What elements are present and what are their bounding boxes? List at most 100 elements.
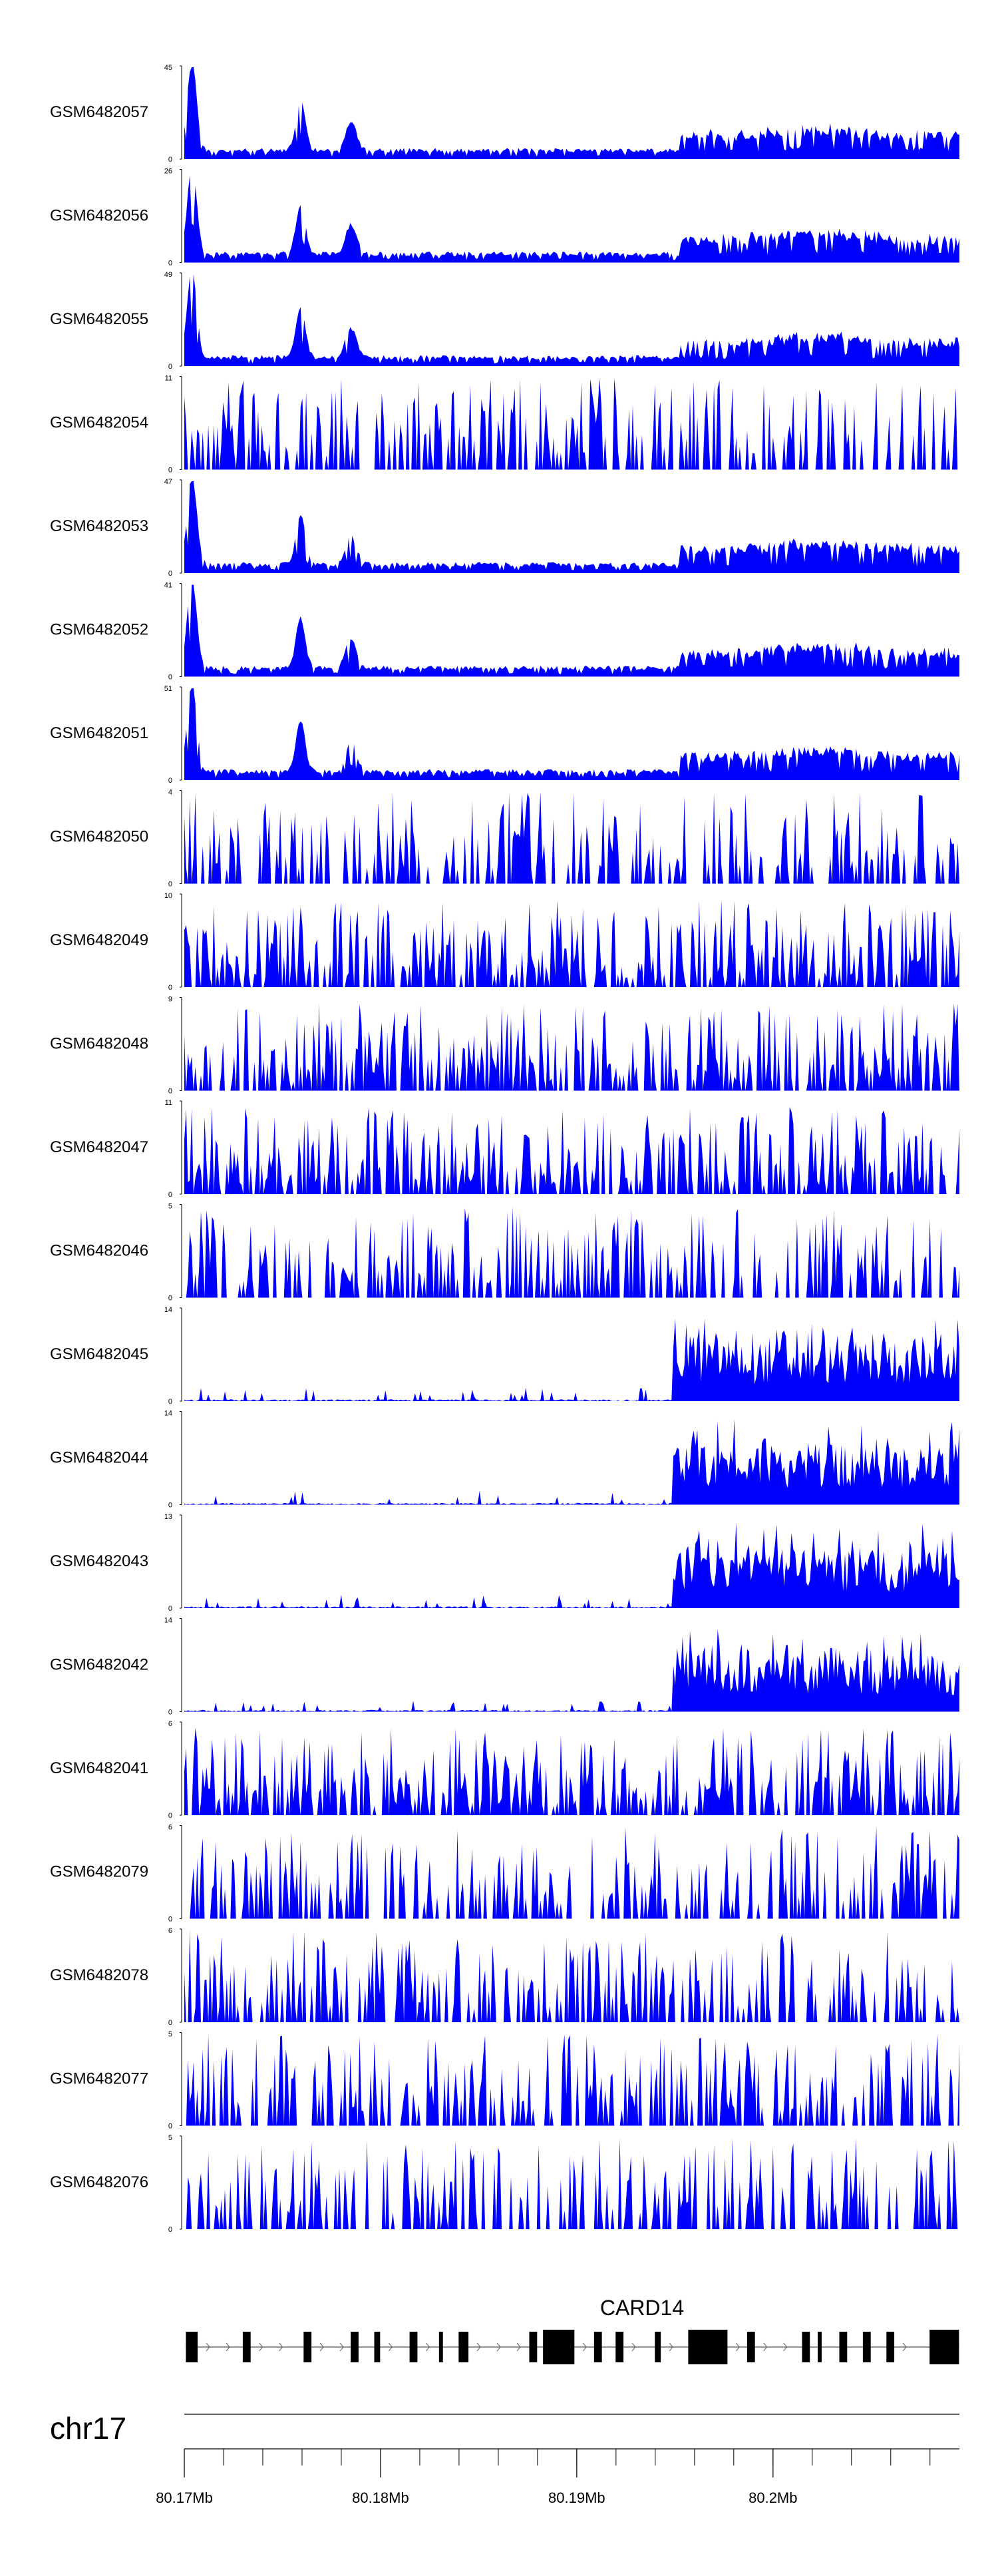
y-axis-min-label: 0 bbox=[168, 2019, 172, 2027]
y-axis-max-label: 51 bbox=[164, 685, 172, 693]
track-label: GSM6482077 bbox=[50, 2070, 148, 2088]
y-axis-min-label: 0 bbox=[168, 363, 172, 371]
gene-exon bbox=[303, 2332, 312, 2362]
gene-exon bbox=[438, 2332, 443, 2362]
strand-arrow bbox=[319, 2342, 324, 2352]
coverage-area bbox=[184, 1827, 959, 1919]
gene-exon bbox=[458, 2332, 469, 2362]
y-axis-max-label: 13 bbox=[164, 1513, 172, 1521]
y-axis-max-label: 26 bbox=[164, 168, 172, 176]
y-axis-max-label: 6 bbox=[168, 1927, 172, 1935]
track-GSM6482054: GSM6482054 11 0 bbox=[50, 375, 959, 475]
y-axis-min-label: 0 bbox=[168, 1398, 172, 1406]
gene-exon bbox=[593, 2332, 602, 2362]
coverage-area bbox=[184, 175, 959, 263]
track-label: GSM6482078 bbox=[50, 1966, 148, 1984]
track-GSM6482050: GSM6482050 4 0 bbox=[50, 789, 959, 889]
track-GSM6482076: GSM6482076 5 0 bbox=[50, 2134, 959, 2234]
track-GSM6482079: GSM6482079 6 0 bbox=[50, 1824, 959, 1924]
coverage-area bbox=[184, 1930, 959, 2022]
strand-arrow bbox=[388, 2342, 393, 2352]
gene-exon bbox=[818, 2332, 822, 2362]
track-GSM6482046: GSM6482046 5 0 bbox=[50, 1203, 959, 1303]
y-axis-max-label: 4 bbox=[168, 789, 172, 797]
gene-exon bbox=[242, 2332, 251, 2362]
gene-exon bbox=[862, 2332, 871, 2362]
coverage-area bbox=[184, 1418, 959, 1505]
track-label: GSM6482050 bbox=[50, 828, 148, 846]
gene-exon bbox=[839, 2332, 848, 2362]
y-axis-max-label: 14 bbox=[164, 1617, 172, 1625]
y-axis-min-label: 0 bbox=[168, 467, 172, 475]
y-axis-max-label: 10 bbox=[164, 892, 172, 900]
axis-tick-label: 80.18Mb bbox=[352, 2489, 409, 2506]
coverage-area bbox=[184, 481, 959, 573]
strand-arrow bbox=[902, 2342, 907, 2352]
coverage-area bbox=[184, 1003, 959, 1091]
track-label: GSM6482047 bbox=[50, 1138, 148, 1156]
y-axis-min-label: 0 bbox=[168, 1088, 172, 1096]
track-label: GSM6482043 bbox=[50, 1552, 148, 1570]
gene-exon bbox=[409, 2332, 418, 2362]
track-label: GSM6482052 bbox=[50, 621, 148, 639]
track-label: GSM6482079 bbox=[50, 1863, 148, 1881]
strand-arrow bbox=[669, 2342, 673, 2352]
gene-exon bbox=[615, 2332, 624, 2362]
track-label: GSM6482045 bbox=[50, 1345, 148, 1363]
y-axis-max-label: 47 bbox=[164, 478, 172, 486]
y-axis-max-label: 9 bbox=[168, 996, 172, 1004]
track-GSM6482057: GSM6482057 45 0 bbox=[50, 64, 959, 164]
track-GSM6482047: GSM6482047 11 0 bbox=[50, 1099, 959, 1199]
y-axis-max-label: 11 bbox=[165, 1099, 172, 1107]
y-axis-min-label: 0 bbox=[168, 1916, 172, 1924]
y-axis-max-label: 6 bbox=[168, 1720, 172, 1728]
axis-tick-label: 80.17Mb bbox=[156, 2489, 213, 2506]
y-axis-max-label: 5 bbox=[168, 2134, 172, 2142]
gene-exon bbox=[688, 2330, 728, 2364]
track-label: GSM6482057 bbox=[50, 103, 148, 121]
strand-arrow bbox=[631, 2342, 636, 2352]
track-label: GSM6482056 bbox=[50, 207, 148, 225]
strand-arrow bbox=[339, 2342, 344, 2352]
axis-tick-label: 80.2Mb bbox=[748, 2489, 797, 2506]
y-axis-max-label: 5 bbox=[168, 1203, 172, 1211]
y-axis-min-label: 0 bbox=[168, 2123, 172, 2131]
track-GSM6482052: GSM6482052 41 0 bbox=[50, 582, 959, 682]
coverage-area bbox=[184, 2138, 959, 2229]
track-label: GSM6482049 bbox=[50, 931, 148, 949]
track-GSM6482078: GSM6482078 6 0 bbox=[50, 1927, 959, 2027]
coverage-area bbox=[184, 900, 959, 987]
track-GSM6482053: GSM6482053 47 0 bbox=[50, 478, 959, 578]
gene-exon bbox=[543, 2330, 575, 2364]
coverage-area bbox=[184, 1629, 959, 1712]
gene-exon bbox=[929, 2330, 959, 2364]
y-axis-min-label: 0 bbox=[168, 984, 172, 992]
y-axis-min-label: 0 bbox=[168, 881, 172, 889]
gene-exon bbox=[374, 2332, 381, 2362]
strand-arrow bbox=[259, 2342, 263, 2352]
track-GSM6482043: GSM6482043 13 0 bbox=[50, 1513, 959, 1613]
y-axis-min-label: 0 bbox=[168, 1812, 172, 1820]
axis-tick-label: 80.19Mb bbox=[548, 2489, 605, 2506]
coverage-area bbox=[184, 67, 959, 159]
y-axis-max-label: 11 bbox=[165, 375, 172, 383]
gene-exon bbox=[802, 2332, 810, 2362]
strand-arrow bbox=[735, 2342, 741, 2352]
strand-arrow bbox=[763, 2342, 768, 2352]
y-axis-min-label: 0 bbox=[168, 777, 172, 785]
y-axis-max-label: 5 bbox=[168, 2031, 172, 2039]
track-label: GSM6482041 bbox=[50, 1759, 148, 1777]
strand-arrow bbox=[426, 2342, 430, 2352]
coverage-area bbox=[184, 378, 959, 470]
track-GSM6482048: GSM6482048 9 0 bbox=[50, 996, 959, 1096]
track-label: GSM6482048 bbox=[50, 1035, 148, 1053]
gene-exon bbox=[747, 2332, 755, 2362]
track-GSM6482044: GSM6482044 14 0 bbox=[50, 1410, 959, 1510]
y-axis-max-label: 49 bbox=[164, 271, 172, 279]
y-axis-min-label: 0 bbox=[168, 1709, 172, 1717]
coverage-area bbox=[184, 1206, 959, 1298]
track-GSM6482041: GSM6482041 6 0 bbox=[50, 1720, 959, 1820]
track-label: GSM6482076 bbox=[50, 2173, 148, 2191]
chromosome-label: chr17 bbox=[50, 2411, 126, 2446]
